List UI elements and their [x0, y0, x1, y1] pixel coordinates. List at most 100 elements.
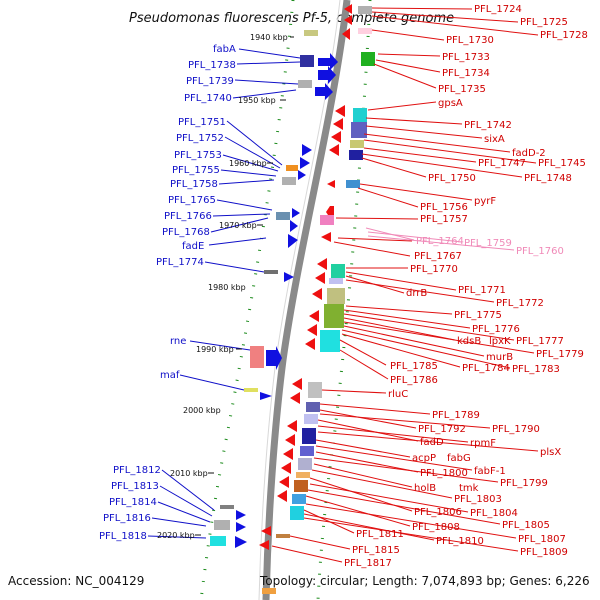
gene-label[interactable]: gpsA: [438, 98, 463, 109]
right-leader-lines: [271, 7, 539, 563]
gene-label[interactable]: PFL_1767: [414, 251, 462, 262]
gene-label[interactable]: PFL_1728: [540, 30, 588, 41]
gene-label[interactable]: plsX: [540, 447, 561, 458]
gene-label[interactable]: PFL_1752: [176, 133, 224, 144]
gene-label[interactable]: PFL_1800: [420, 468, 468, 479]
genome-backbone: [258, 0, 351, 600]
gene-label[interactable]: PFL_1735: [438, 84, 486, 95]
gene-label[interactable]: PFL_1775: [454, 310, 502, 321]
gene-label[interactable]: PFL_1753: [174, 150, 222, 161]
gene-label[interactable]: PFL_1804: [470, 508, 518, 519]
gene-label[interactable]: PFL_1755: [172, 165, 220, 176]
gene-label[interactable]: fadE: [182, 241, 204, 252]
reverse-genes: [259, 4, 352, 550]
gene-label[interactable]: tmk: [459, 483, 479, 494]
gene-label[interactable]: PFL_1806: [414, 507, 462, 518]
gene-label[interactable]: PFL_1730: [446, 35, 494, 46]
kbp-label: 2020 kbp: [157, 531, 195, 540]
gene-label[interactable]: rluC: [388, 389, 408, 400]
gene-label[interactable]: PFL_1807: [518, 534, 566, 545]
accession-text: Accession: NC_004129: [8, 574, 144, 588]
gene-label[interactable]: PFL_1816: [103, 513, 151, 524]
gene-label[interactable]: PFL_1789: [432, 410, 480, 421]
gene-label[interactable]: PFL_1785: [390, 361, 438, 372]
gene-label[interactable]: rne: [170, 336, 186, 347]
gene-label[interactable]: PFL_1815: [352, 545, 400, 556]
gene-label[interactable]: pyrF: [474, 196, 496, 207]
gene-label[interactable]: PFL_1750: [428, 173, 476, 184]
gene-label[interactable]: PFL_1748: [524, 173, 572, 184]
gene-label[interactable]: PFL_1792: [418, 424, 466, 435]
gene-label[interactable]: PFL_1759: [464, 238, 512, 249]
gene-label[interactable]: fabG: [447, 453, 471, 464]
gene-label[interactable]: PFL_1779: [536, 349, 584, 360]
gene-label[interactable]: PFL_1812: [113, 465, 161, 476]
kbp-label: 1970 kbp: [219, 221, 257, 230]
gene-label[interactable]: PFL_1764: [416, 236, 464, 247]
genome-title: Pseudomonas fluorescens Pf-5, complete g…: [129, 11, 454, 26]
gene-label[interactable]: PFL_1817: [344, 558, 392, 569]
gene-label[interactable]: fadD: [420, 437, 444, 448]
genome-summary-text: Topology: circular; Length: 7,074,893 bp…: [259, 574, 590, 588]
gene-label[interactable]: PFL_1751: [178, 117, 226, 128]
gene-label[interactable]: PFL_1765: [168, 195, 216, 206]
gene-label[interactable]: PFL_1747: [478, 158, 526, 169]
forward-genes: [235, 53, 338, 548]
gene-label[interactable]: PFL_1786: [390, 375, 438, 386]
kbp-label: 1980 kbp: [208, 283, 246, 292]
gene-label[interactable]: PFL_1776: [472, 324, 520, 335]
right-gene-labels: PFL_1724 PFL_1725 PFL_1728 PFL_1730 PFL_…: [344, 4, 588, 569]
kbp-label: 2010 kbp: [170, 469, 208, 478]
kbp-label: 1950 kbp: [238, 96, 276, 105]
gene-label[interactable]: drrB: [406, 288, 427, 299]
gene-label[interactable]: fabA: [213, 44, 236, 55]
gene-label[interactable]: PFL_1790: [492, 424, 540, 435]
gene-label[interactable]: acpP: [412, 453, 436, 464]
kbp-label: 1990 kbp: [196, 345, 234, 354]
gene-label[interactable]: PFL_1742: [464, 120, 512, 131]
gene-label[interactable]: PFL_1810: [436, 536, 484, 547]
kbp-tick-labels: 1940 kbp 1950 kbp 1960 kbp 1970 kbp 1980…: [157, 33, 294, 540]
gene-label[interactable]: PFL_1771: [458, 285, 506, 296]
gene-label[interactable]: PFL_1818: [99, 531, 147, 542]
gene-label[interactable]: fabF-1: [474, 466, 506, 477]
gene-label[interactable]: PFL_1814: [109, 497, 157, 508]
gene-label[interactable]: kdsB: [457, 336, 481, 347]
gene-label[interactable]: PFL_1799: [500, 478, 548, 489]
gene-label[interactable]: PFL_1783: [512, 364, 560, 375]
gene-label[interactable]: fadD-2: [512, 148, 546, 159]
gene-label[interactable]: lpxK: [489, 336, 511, 347]
gene-label[interactable]: PFL_1739: [186, 76, 234, 87]
gene-label[interactable]: PFL_1734: [442, 68, 490, 79]
gene-label[interactable]: PFL_1757: [420, 214, 468, 225]
gene-label[interactable]: PFL_1777: [516, 336, 564, 347]
gene-label[interactable]: PFL_1813: [111, 481, 159, 492]
gene-label[interactable]: PFL_1758: [170, 179, 218, 190]
gene-label[interactable]: PFL_1803: [454, 494, 502, 505]
gene-label[interactable]: PFL_1724: [474, 4, 522, 15]
gene-label[interactable]: murB: [486, 352, 513, 363]
gene-label[interactable]: sixA: [484, 134, 505, 145]
gene-label[interactable]: PFL_1774: [156, 257, 204, 268]
gene-label[interactable]: holB: [414, 483, 436, 494]
gene-label[interactable]: PFL_1784: [462, 363, 510, 374]
gene-label[interactable]: PFL_1766: [164, 211, 212, 222]
gene-label[interactable]: PFL_1809: [520, 547, 568, 558]
gene-label[interactable]: PFL_1756: [420, 202, 468, 213]
gene-label[interactable]: PFL_1760: [516, 246, 564, 257]
gene-label[interactable]: PFL_1805: [502, 520, 550, 531]
gene-label[interactable]: rpmF: [470, 438, 496, 449]
gene-label[interactable]: PFL_1745: [538, 158, 586, 169]
pink-leader-lines: [365, 227, 515, 251]
gene-label[interactable]: PFL_1733: [442, 52, 490, 63]
gene-label[interactable]: PFL_1768: [162, 227, 210, 238]
gene-label[interactable]: PFL_1740: [184, 93, 232, 104]
gene-label[interactable]: PFL_1811: [356, 529, 404, 540]
gene-label[interactable]: maf: [160, 370, 180, 381]
gene-label[interactable]: PFL_1725: [520, 17, 568, 28]
gene-label[interactable]: PFL_1808: [412, 522, 460, 533]
gene-label[interactable]: PFL_1772: [496, 298, 544, 309]
gene-label[interactable]: PFL_1738: [188, 60, 236, 71]
gene-label[interactable]: PFL_1770: [410, 264, 458, 275]
left-gene-labels: fabA PFL_1738 PFL_1739 PFL_1740 PFL_1751…: [99, 44, 236, 542]
